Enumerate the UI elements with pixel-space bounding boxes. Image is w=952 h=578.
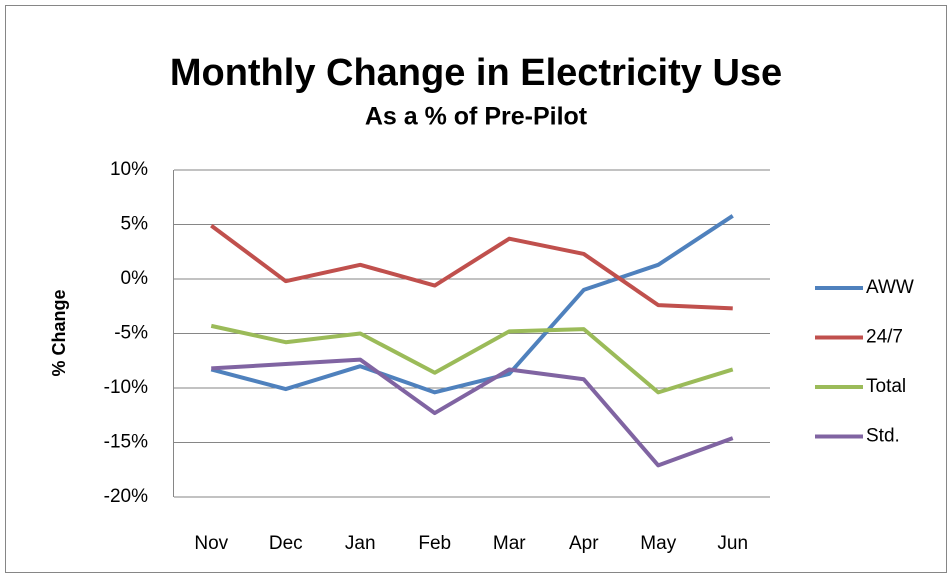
legend-label: Total <box>866 376 906 397</box>
x-tick-label: Jun <box>717 533 748 554</box>
chart-subtitle: As a % of Pre-Pilot <box>365 103 588 131</box>
y-axis-label: % Change <box>49 289 69 376</box>
y-tick-label: -15% <box>104 432 148 453</box>
series-line <box>211 357 734 468</box>
y-tick-label: 10% <box>110 159 148 180</box>
x-tick-label: Dec <box>269 533 303 554</box>
chart-title: Monthly Change in Electricity Use <box>170 52 782 94</box>
y-tick-label: -5% <box>114 323 148 344</box>
y-tick-label: -20% <box>104 486 148 507</box>
x-tick-label: Jan <box>345 533 376 554</box>
x-tick-label: Mar <box>493 533 526 554</box>
y-tick-label: 0% <box>121 268 149 289</box>
legend-label: Std. <box>866 426 900 447</box>
x-tick-label: Apr <box>569 533 599 554</box>
x-tick-label: Feb <box>418 533 451 554</box>
series-line <box>210 223 733 311</box>
x-tick-label: May <box>640 533 676 554</box>
chart-border <box>5 5 947 573</box>
y-tick-label: 5% <box>121 214 149 235</box>
legend-label: AWW <box>866 277 914 298</box>
series-line <box>210 214 734 395</box>
legend-label: 24/7 <box>866 327 903 348</box>
series-line <box>210 323 734 395</box>
x-tick-label: Nov <box>194 533 228 554</box>
y-tick-label: -10% <box>104 377 148 398</box>
